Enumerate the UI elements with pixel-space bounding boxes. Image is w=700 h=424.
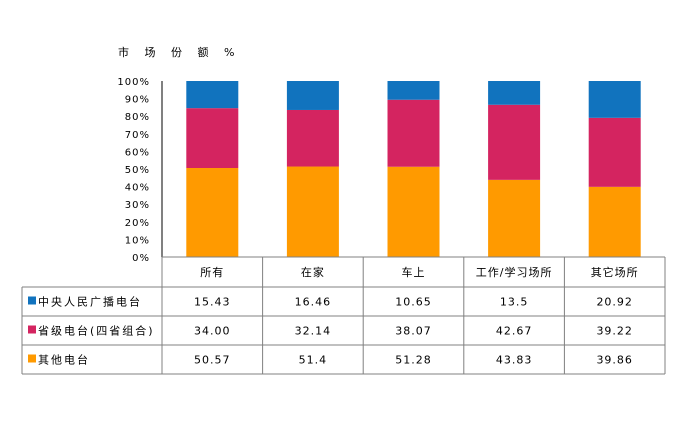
data-label: 15.43 — [194, 296, 231, 309]
data-label: 20.92 — [596, 296, 633, 309]
x-category-label: 在家 — [301, 265, 325, 279]
x-category-label: 车上 — [402, 265, 426, 279]
y-tick-label: 30% — [125, 200, 150, 211]
bar-segment — [186, 167, 239, 257]
legend-label: 中央人民广播电台 — [38, 295, 142, 309]
bar-segment — [286, 166, 339, 257]
bar-segment — [588, 117, 641, 187]
bar-segment — [387, 166, 440, 257]
bar-segment — [286, 81, 339, 110]
legend-label: 其他电台 — [38, 353, 90, 367]
y-tick-label: 0% — [132, 253, 150, 264]
y-axis: 100% 90% 80% 70% 60% 50% 40% 30% 20% 10% 0% — [117, 77, 163, 264]
y-tick-label: 100% — [117, 77, 150, 88]
data-label: 50.57 — [194, 354, 231, 367]
legend-swatch — [28, 296, 36, 305]
data-label: 42.67 — [496, 325, 533, 338]
x-category-label: 其它场所 — [591, 265, 639, 279]
bar-segment — [186, 108, 239, 168]
bar-segment — [387, 99, 440, 167]
y-tick-label: 80% — [125, 112, 150, 123]
legend-swatch — [28, 354, 36, 363]
data-label: 13.5 — [500, 296, 529, 309]
y-tick-label: 10% — [125, 235, 150, 246]
bar-segment — [488, 81, 541, 105]
y-tick-label: 60% — [125, 147, 150, 158]
y-tick-label: 90% — [125, 95, 150, 106]
bar-segment — [588, 186, 641, 257]
bar-segment — [387, 81, 440, 100]
y-tick-label: 50% — [125, 165, 150, 176]
legend-swatch — [28, 325, 36, 334]
x-category-label: 所有 — [200, 265, 224, 279]
data-label: 34.00 — [194, 325, 231, 338]
bar-segment — [588, 81, 641, 118]
data-label: 39.86 — [596, 354, 633, 367]
data-label: 16.46 — [295, 296, 332, 309]
chart-title: 市 场 份 额 % — [118, 45, 240, 59]
bar-segment — [488, 179, 541, 257]
y-tick-label: 70% — [125, 130, 150, 141]
data-label: 51.4 — [299, 354, 328, 367]
data-label: 32.14 — [295, 325, 332, 338]
legend-label: 省级电台(四省组合) — [38, 324, 155, 338]
x-category-label: 工作/学习场所 — [476, 265, 553, 279]
bar-segment — [186, 81, 239, 109]
bar-segment — [286, 109, 339, 167]
data-label: 51.28 — [395, 354, 432, 367]
data-label: 38.07 — [395, 325, 432, 338]
data-label: 39.22 — [596, 325, 633, 338]
data-label: 10.65 — [395, 296, 432, 309]
data-label: 43.83 — [496, 354, 533, 367]
bar-segment — [488, 104, 541, 180]
y-tick-label: 40% — [125, 183, 150, 194]
y-tick-label: 20% — [125, 218, 150, 229]
bars — [186, 81, 641, 257]
